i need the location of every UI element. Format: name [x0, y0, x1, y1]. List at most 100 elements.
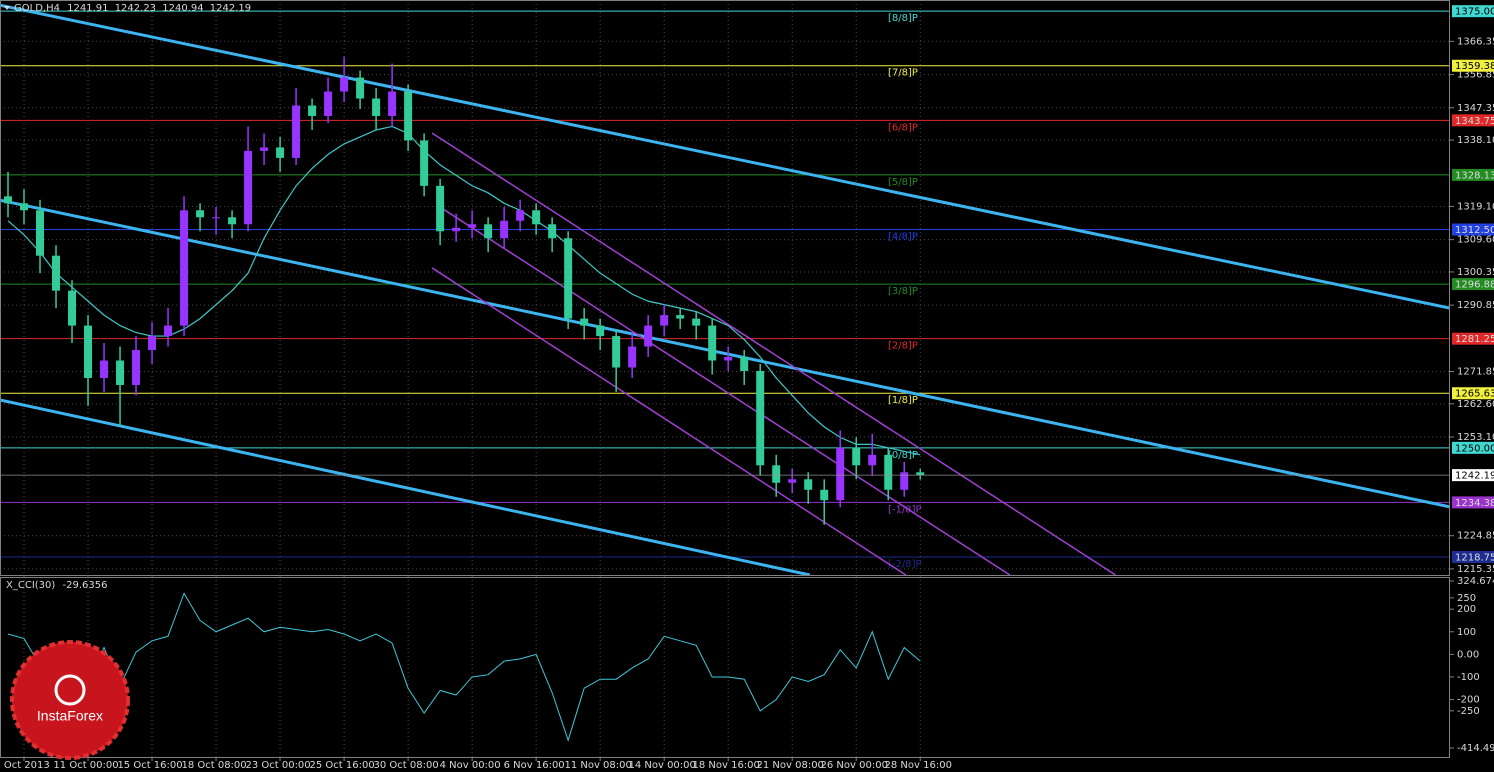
level-price-box: [1452, 59, 1494, 72]
candle-body: [884, 454, 893, 490]
x-tick-label: 11 Nov 08:00: [564, 760, 631, 771]
y-tick-label: 1338.10: [1457, 135, 1494, 146]
indicator-header: X_CCI(30) -29.6356: [6, 580, 107, 591]
grid: [0, 0, 1450, 757]
indicator-y-tick-label: 200: [1457, 604, 1476, 615]
level-price-box: [1452, 387, 1494, 400]
level-price-label: 1359.38: [1455, 61, 1494, 72]
candle-body: [132, 350, 141, 385]
candle-body: [820, 489, 829, 501]
logo-badge: [10, 640, 130, 760]
candle-body: [372, 98, 381, 116]
candle-body: [4, 196, 13, 204]
candle-body: [836, 447, 845, 501]
x-tick-label: 15 Oct 16:00: [117, 760, 182, 771]
candle-body: [420, 140, 429, 186]
trendline: [431, 267, 907, 575]
candle-body: [308, 105, 317, 116]
level-name: [2/8]P: [888, 341, 918, 352]
x-tick-label: 23 Oct 00:00: [245, 760, 310, 771]
candle-body: [340, 77, 349, 92]
level-price-label: 1265.63: [1455, 389, 1494, 400]
candle-body: [164, 325, 173, 337]
candle-body: [292, 105, 301, 158]
level-name: [6/8]P: [888, 122, 918, 133]
level-price-box: [1452, 332, 1494, 345]
trendline: [431, 132, 1116, 575]
candle-body: [84, 325, 93, 378]
level-price-label: 1250.00: [1455, 443, 1494, 454]
x-tick-label: 4 Nov 00:00: [440, 760, 501, 771]
y-tick-label: 1309.60: [1457, 235, 1494, 246]
candle-body: [644, 325, 653, 347]
candles: [4, 56, 925, 525]
candle-body: [532, 210, 541, 225]
x-tick-label: 26 Nov 00:00: [821, 760, 888, 771]
indicator-y-tick-label: 250: [1457, 593, 1476, 604]
candle-body: [52, 255, 61, 291]
menu-arrow[interactable]: [4, 6, 10, 10]
candle-body: [708, 325, 717, 361]
last-price-label: 1242.19: [1455, 471, 1494, 482]
x-tick-label: 18 Nov 16:00: [692, 760, 759, 771]
candle-body: [580, 318, 589, 326]
candle-body: [868, 454, 877, 466]
y-tick-label: 1262.60: [1457, 399, 1494, 410]
candle-body: [212, 217, 221, 219]
candle-body: [692, 318, 701, 326]
logo-icon: [54, 674, 86, 706]
indicator-y-tick-label: -200: [1457, 695, 1480, 706]
header-close: 1242.19: [210, 3, 251, 14]
candle-body: [68, 290, 77, 326]
header: GOLD,H4 1241.91 1242.23 1240.94 1242.19: [14, 3, 251, 14]
x-tick-label: 11 Oct 00:00: [53, 760, 118, 771]
symbol: GOLD,H4: [14, 3, 60, 14]
level-price-box: [1452, 5, 1494, 18]
y-tick-label: 1253.10: [1457, 432, 1494, 443]
candle-body: [596, 325, 605, 337]
candle-body: [404, 91, 413, 141]
y-tick-label: 1224.85: [1457, 531, 1494, 542]
candle-body: [196, 210, 205, 218]
level-name: [5/8]P: [888, 177, 918, 188]
header-high: 1242.23: [115, 3, 156, 14]
x-tick-label: 25 Oct 16:00: [309, 760, 374, 771]
y-tick-label: 1290.85: [1457, 300, 1494, 311]
level-price-label: 1343.75: [1455, 116, 1494, 127]
candle-body: [260, 147, 269, 151]
level-price-box: [1452, 278, 1494, 291]
candle-body: [788, 479, 797, 483]
x-tick-label: 14 Nov 00:00: [628, 760, 695, 771]
level-price-box: [1452, 551, 1494, 564]
level-name: [8/8]P: [888, 13, 918, 24]
logo: InstaForex: [10, 640, 130, 760]
candle-body: [116, 360, 125, 385]
level-price-box: [1452, 114, 1494, 127]
level-price-label: 1218.75: [1455, 553, 1494, 564]
level-price-label: 1375.00: [1455, 7, 1494, 18]
level-name: [3/8]P: [888, 286, 918, 297]
level-price-box: [1452, 496, 1494, 509]
level-price-box: [1452, 168, 1494, 181]
candle-body: [548, 224, 557, 239]
trendlines: [0, 3, 1450, 575]
candle-body: [388, 91, 397, 116]
indicator-title: X_CCI(30): [6, 580, 55, 591]
x-tick-label: 30 Oct 08:00: [374, 760, 439, 771]
indicator-pane-frame: [0, 577, 1450, 758]
level-price-label: 1234.38: [1455, 498, 1494, 509]
candle-body: [916, 472, 925, 476]
candle-body: [740, 357, 749, 371]
candle-body: [468, 224, 477, 228]
x-tick-label: 8 Oct 2013: [0, 760, 50, 771]
x-tick-label: 18 Oct 08:00: [181, 760, 246, 771]
candle-body: [804, 479, 813, 490]
level-name: [0/8]P: [888, 450, 918, 461]
level-name: [7/8]P: [888, 68, 918, 79]
candle-body: [180, 210, 189, 326]
level-price-box: [1452, 223, 1494, 236]
candle-body: [612, 336, 621, 368]
candle-body: [900, 472, 909, 490]
candle-body: [500, 220, 509, 239]
